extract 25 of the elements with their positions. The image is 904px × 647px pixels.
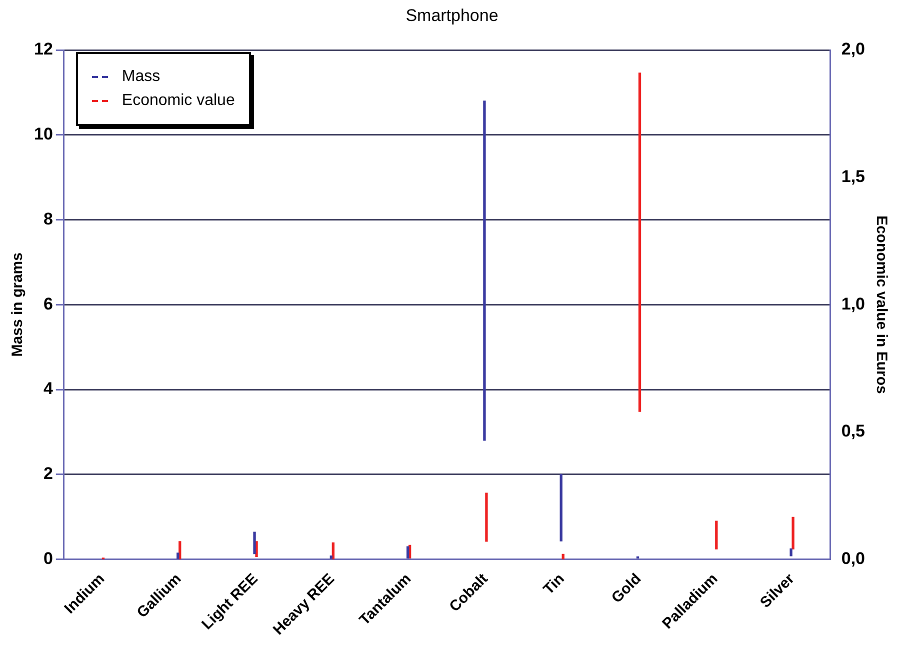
legend-label: Mass [122,68,160,86]
y-tick-label: 10 [34,124,53,144]
bar [560,474,562,542]
legend-label: Economic value [122,92,235,110]
bar [715,520,718,550]
y-tick-label: 2 [43,464,53,484]
bar [792,516,794,550]
y-tick-label: 12 [34,40,53,59]
bar [485,492,488,542]
y2-tick-label: 1,0 [841,294,866,314]
y2-tick-label: 0,5 [841,422,866,441]
y-axis-title: Mass in grams [9,252,26,357]
y2-axis-title: Economic value in Euros [872,215,890,394]
y2-tick-label: 2,0 [841,40,866,59]
y2-tick-label: 0,0 [841,548,866,568]
y-tick-label: 6 [43,294,53,314]
bar [790,548,792,556]
y-tick-label: 8 [43,209,53,228]
y-tick-label: 0 [43,548,53,568]
x-tick-label: Tin [540,570,568,598]
y-tick-label: 4 [43,379,54,398]
chart-title: Smartphone [404,6,500,26]
y2-tick-label: 1,5 [841,167,866,186]
bar [483,100,486,441]
bar [638,72,642,412]
